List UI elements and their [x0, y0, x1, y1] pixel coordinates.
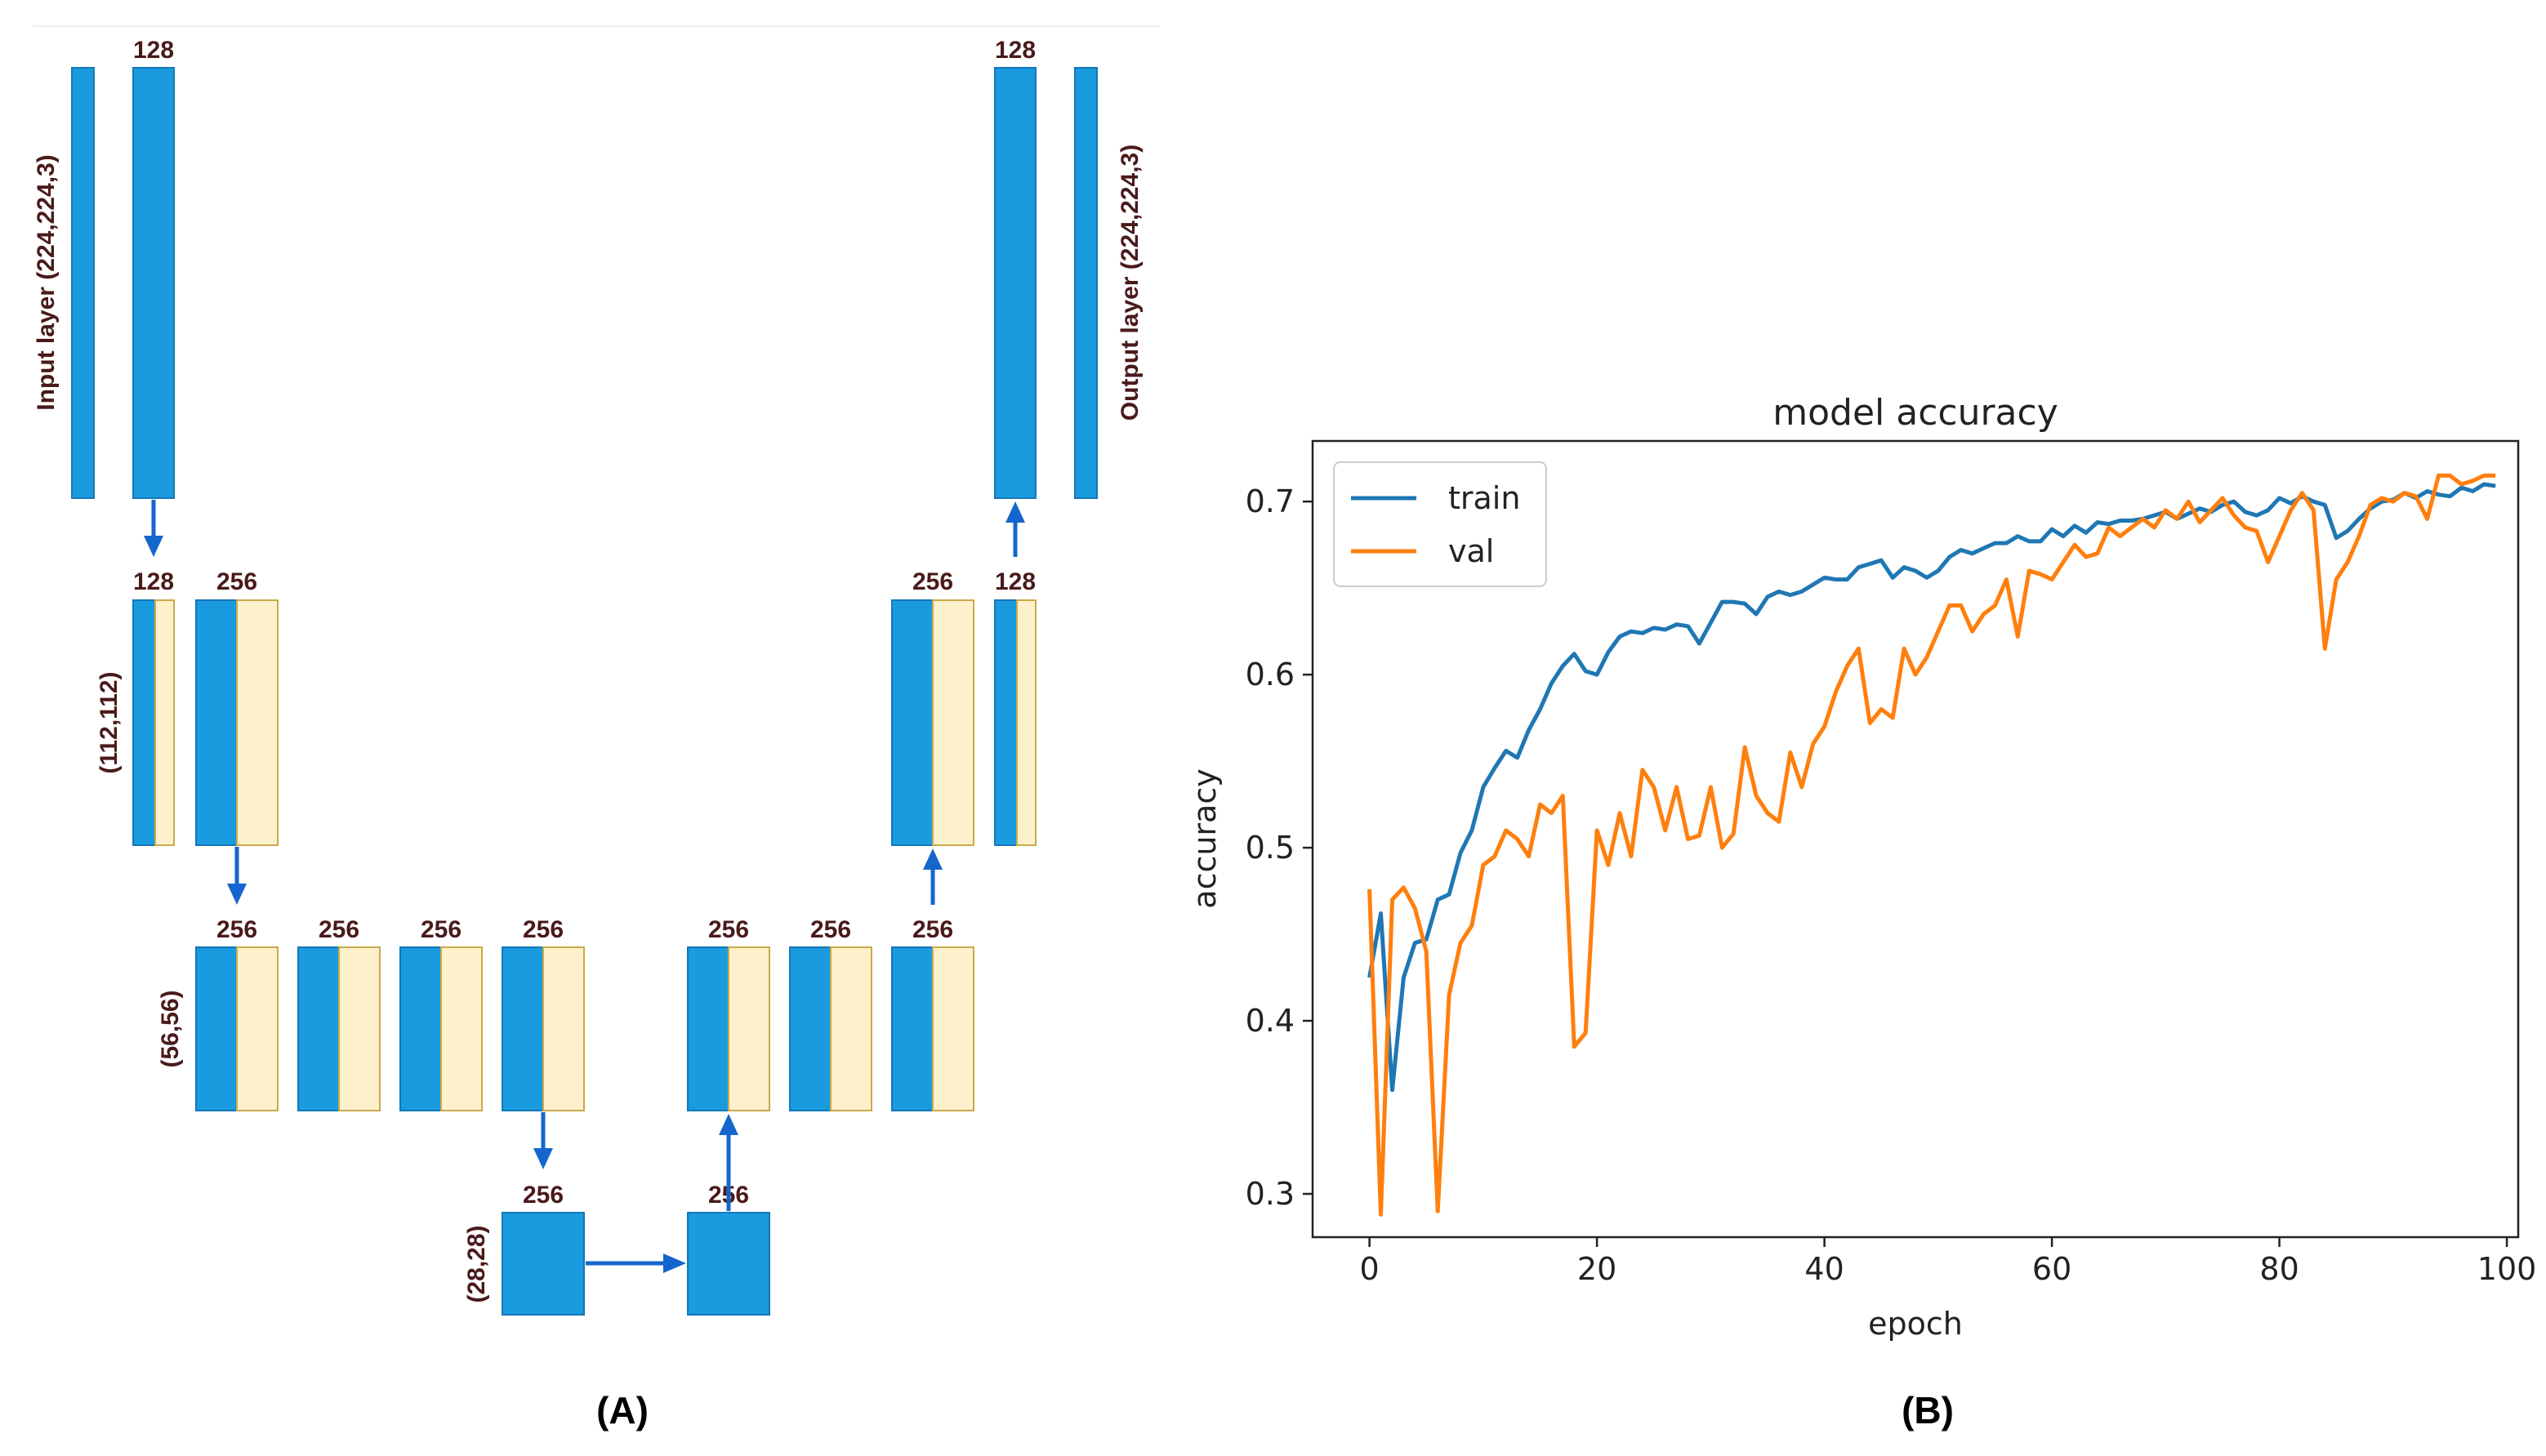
- encoder-3a-cream: [236, 946, 279, 1111]
- decoder-1-block: [994, 67, 1037, 499]
- dim-label-112: (112,112): [96, 671, 123, 773]
- bottleneck-2-block: [687, 1212, 770, 1316]
- x-tick-label: 60: [2032, 1251, 2071, 1287]
- input-layer-label: Input layer (224,224,3): [33, 154, 60, 410]
- input-layer-block: [71, 67, 95, 499]
- chart-title: model accuracy: [1772, 392, 2058, 434]
- x-tick-label: 40: [1804, 1251, 1844, 1287]
- encoder-3c-blue: [399, 946, 442, 1111]
- y-tick-label: 0.3: [1246, 1176, 1295, 1212]
- decoder-2b-cream: [1016, 599, 1037, 846]
- decoder-3b-cream: [830, 946, 872, 1111]
- y-tick-label: 0.5: [1246, 830, 1295, 866]
- series-layer: [1367, 473, 2496, 1217]
- x-tick-label: 20: [1577, 1251, 1616, 1287]
- x-axis-label: epoch: [1868, 1306, 1963, 1342]
- encoder-3b-blue: [297, 946, 340, 1111]
- output-layer-label: Output layer (224,224,3): [1117, 145, 1144, 421]
- encoder-2b-blue: [195, 599, 238, 846]
- encoder-1-block: [132, 67, 175, 499]
- filters-dec3a: 256: [708, 916, 749, 943]
- arrow-up-dec3: [719, 1114, 738, 1211]
- encoder-2a-cream: [154, 599, 175, 846]
- filters-dec3c: 256: [912, 916, 953, 943]
- filters-dec2a: 256: [912, 568, 953, 595]
- y-axis-label: accuracy: [1187, 768, 1223, 908]
- y-axis: 0.3 0.4 0.5 0.6 0.7: [1246, 483, 1313, 1212]
- filters-enc3a: 256: [216, 916, 257, 943]
- arrow-right-bottleneck: [586, 1253, 686, 1273]
- filters-dec1: 128: [995, 37, 1036, 64]
- legend-train-label: train: [1448, 480, 1520, 516]
- legend-box: [1333, 461, 1547, 587]
- accuracy-chart: model accuracy 0 20 40 60 80 100 0.3 0.4 0.5 0.6…: [1187, 392, 2536, 1432]
- filters-enc3b: 256: [319, 916, 359, 943]
- filters-dec2b: 128: [995, 568, 1036, 595]
- y-tick-label: 0.4: [1246, 1003, 1295, 1039]
- series-val-line: [1367, 473, 2496, 1217]
- filters-dec3b: 256: [810, 916, 851, 943]
- decoder-3a-cream: [728, 946, 770, 1111]
- y-tick-label: 0.7: [1246, 483, 1295, 519]
- x-tick-label: 80: [2259, 1251, 2299, 1287]
- legend: train val: [1333, 461, 1547, 587]
- filters-enc2b: 256: [216, 568, 257, 595]
- arrow-up-dec1: [1005, 501, 1025, 557]
- encoder-3c-cream: [440, 946, 483, 1111]
- arrow-up-dec2: [923, 848, 943, 905]
- decoder-3b-blue: [789, 946, 832, 1111]
- x-axis: 0 20 40 60 80 100: [1360, 1237, 2537, 1287]
- filters-enc3c: 256: [421, 916, 461, 943]
- decoder-2a-cream: [932, 599, 974, 846]
- arrow-down-enc2: [227, 847, 247, 905]
- panel-a-label: (A): [596, 1389, 649, 1432]
- decoder-3c-cream: [932, 946, 974, 1111]
- x-tick-label: 100: [2477, 1251, 2537, 1287]
- filters-enc1: 128: [133, 37, 174, 64]
- dim-label-56: (56,56): [157, 990, 184, 1067]
- encoder-3d-cream: [542, 946, 585, 1111]
- bottleneck-1-block: [502, 1212, 585, 1316]
- arrow-down-enc3: [533, 1112, 553, 1169]
- encoder-2a-blue: [132, 599, 156, 846]
- filters-enc3d: 256: [523, 916, 564, 943]
- y-tick-label: 0.6: [1246, 657, 1295, 692]
- unet-architecture-diagram: Input layer (224,224,3) Output layer (22…: [33, 37, 1144, 1432]
- x-tick-label: 0: [1360, 1251, 1380, 1287]
- decoder-2a-blue: [891, 599, 934, 846]
- panel-b-label: (B): [1902, 1389, 1954, 1432]
- arrow-down-enc1: [144, 500, 163, 557]
- output-layer-block: [1074, 67, 1098, 499]
- decoder-3a-blue: [687, 946, 729, 1111]
- filters-enc2a: 128: [133, 568, 174, 595]
- decoder-2b-blue: [994, 599, 1018, 846]
- encoder-3d-blue: [502, 946, 544, 1111]
- dim-label-28: (28,28): [463, 1225, 490, 1302]
- legend-val-label: val: [1448, 533, 1494, 569]
- filters-bott1: 256: [523, 1182, 564, 1209]
- encoder-3b-cream: [338, 946, 381, 1111]
- encoder-2b-cream: [236, 599, 279, 846]
- decoder-3c-blue: [891, 946, 934, 1111]
- encoder-3a-blue: [195, 946, 238, 1111]
